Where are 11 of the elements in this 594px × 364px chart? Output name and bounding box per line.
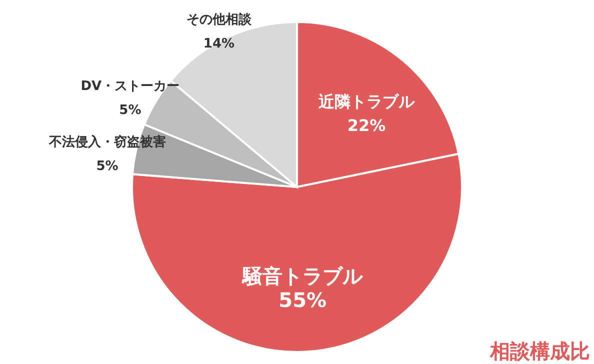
slice-label: 騒音トラブル: [242, 264, 364, 288]
data-label: 5%: [96, 158, 118, 174]
data-label: 14%: [203, 36, 235, 52]
data-label: 55%: [278, 288, 327, 312]
slice-label: 近隣トラブル: [318, 92, 416, 111]
slice-label: その他相談: [186, 11, 252, 28]
data-label: 5%: [119, 103, 142, 118]
slice-label: 不法侵入・窃盗被害: [48, 134, 166, 150]
data-label: 22%: [347, 116, 386, 135]
text: 相談構成比: [489, 339, 590, 363]
slice-label: DV・ストーカー: [80, 79, 180, 94]
